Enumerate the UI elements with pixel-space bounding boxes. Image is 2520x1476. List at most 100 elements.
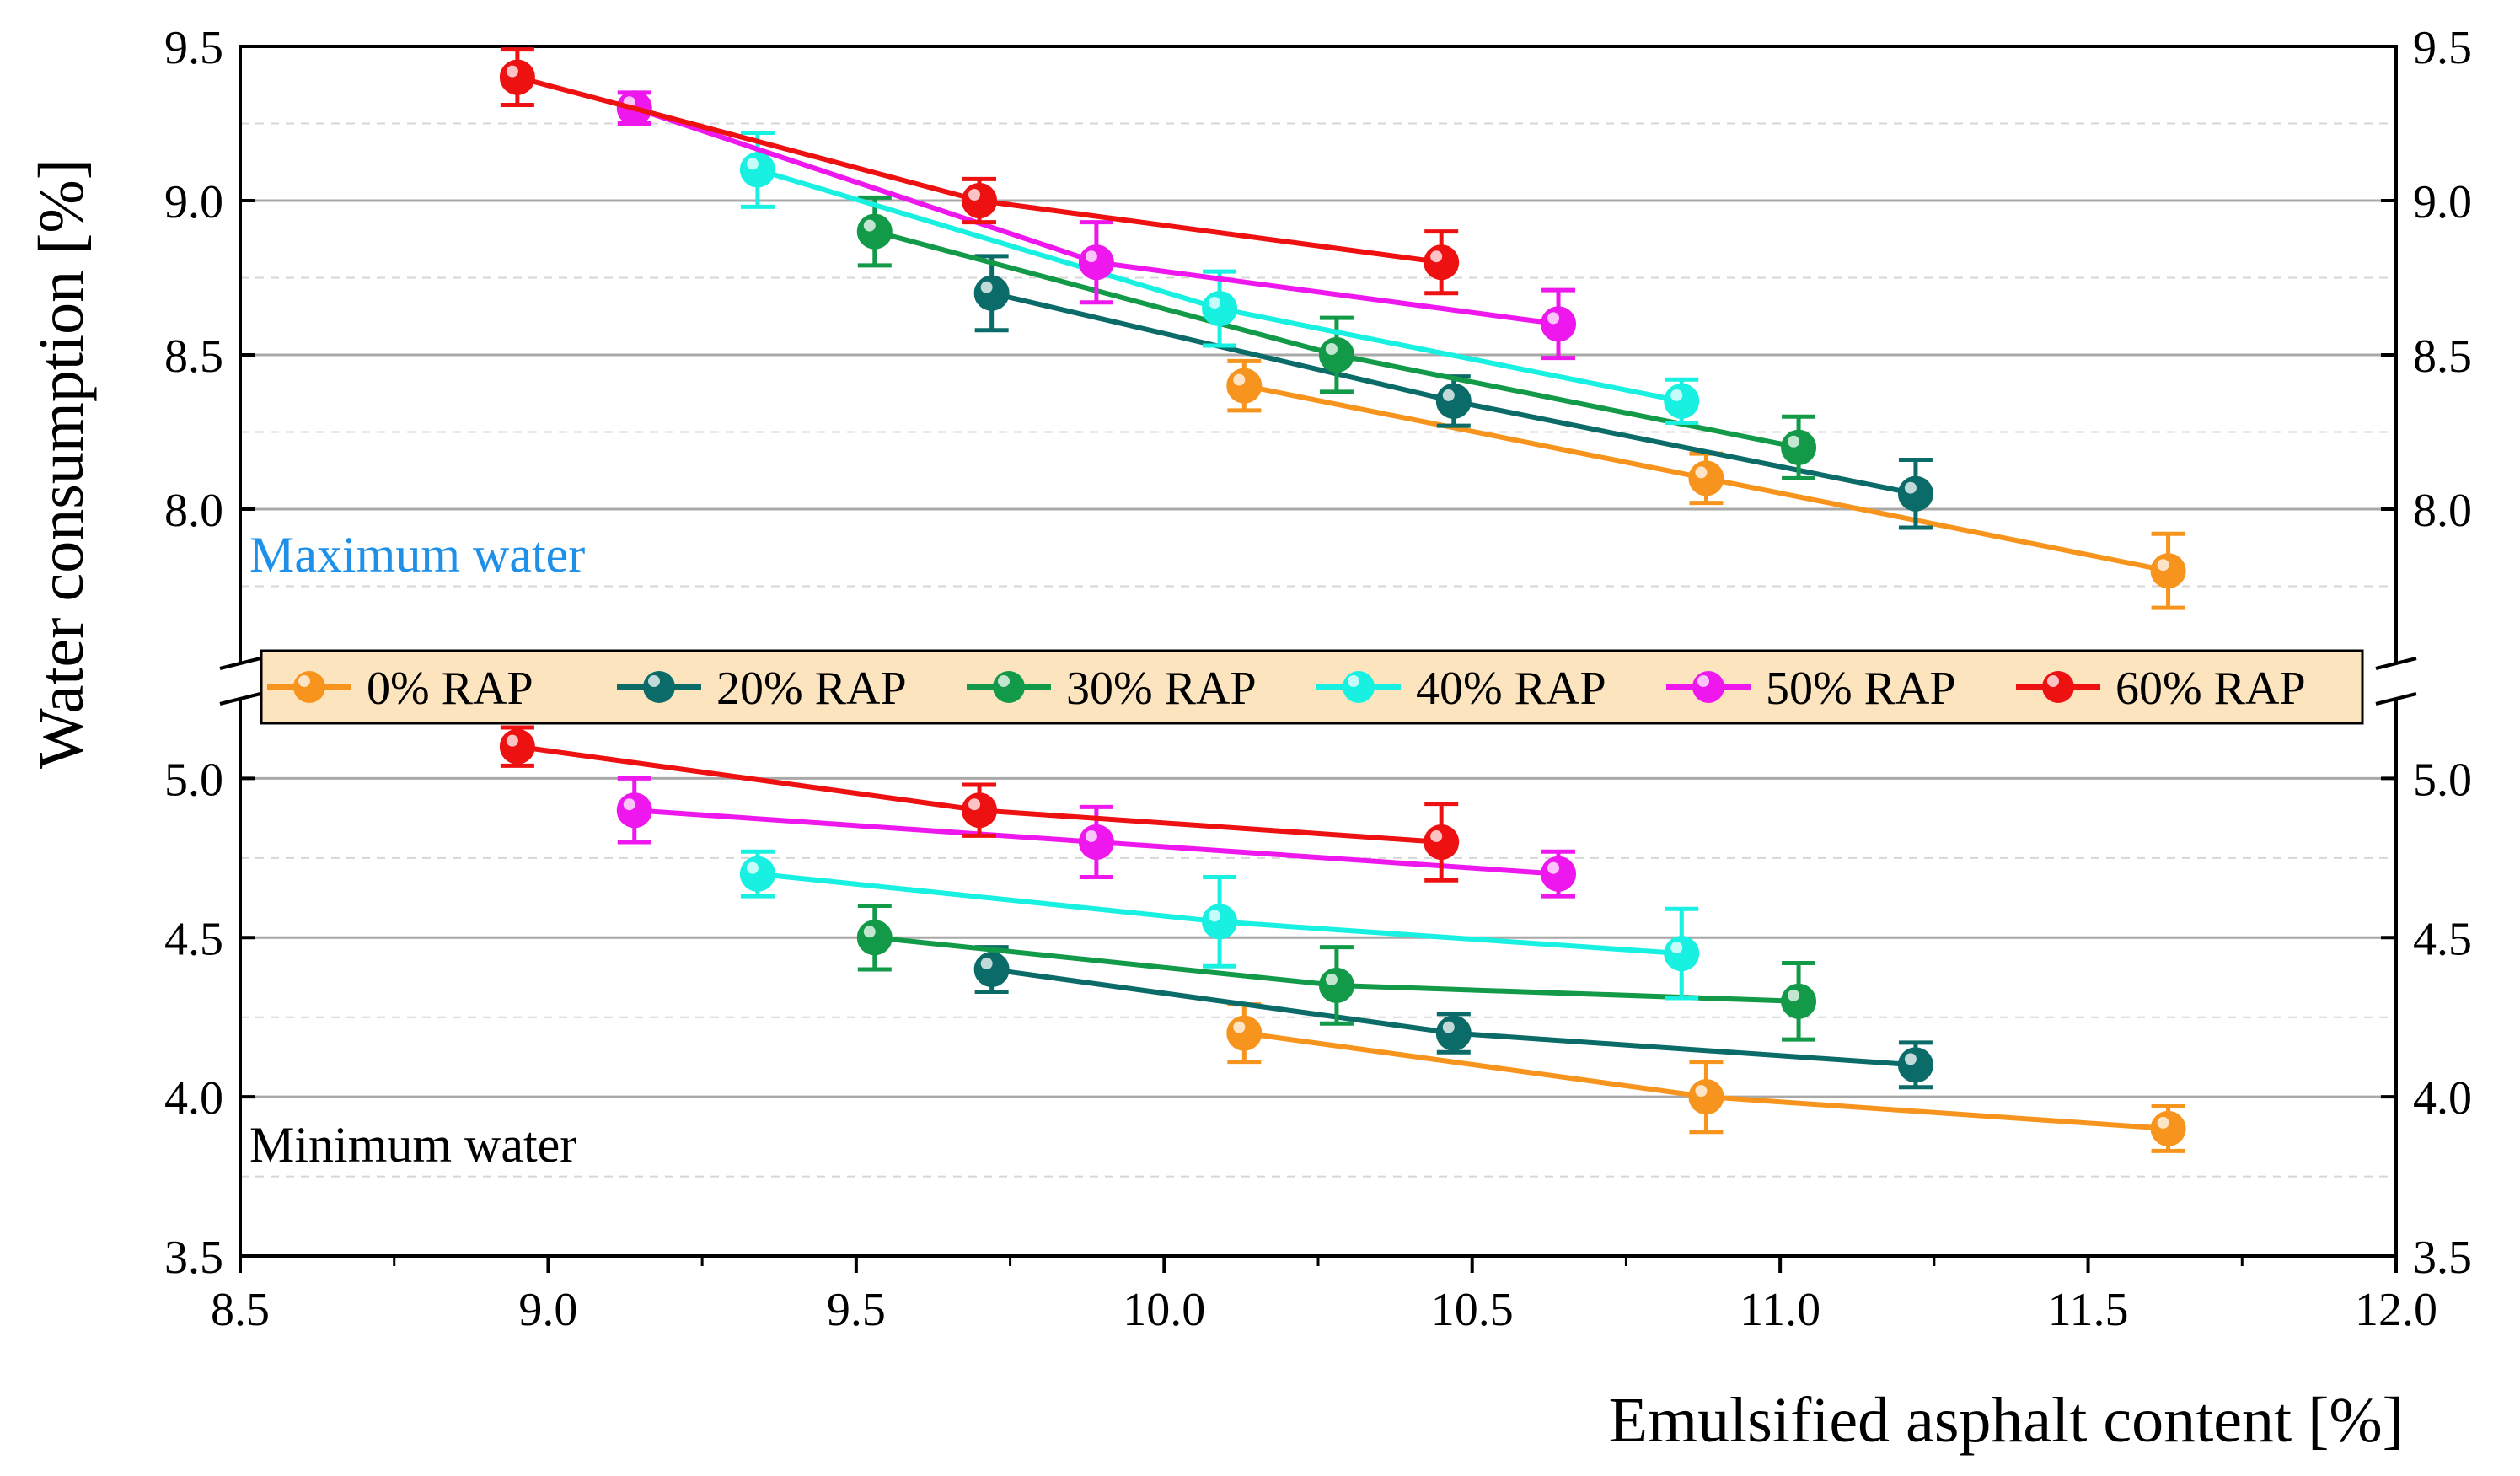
upper-data-point: [1226, 368, 1263, 404]
legend-marker: [643, 671, 675, 703]
upper-y-tick-label-right: 8.5: [2413, 330, 2472, 383]
data-point-highlight: [506, 65, 518, 78]
upper-data-point: [1318, 337, 1354, 373]
x-tick-label: 11.0: [1740, 1284, 1820, 1336]
legend-label: 30% RAP: [1066, 663, 1257, 715]
data-point-highlight: [1233, 373, 1246, 386]
axis-break-mark: [219, 657, 261, 670]
upper-data-point: [739, 152, 775, 188]
lower-data-point: [499, 728, 535, 765]
data-point-highlight: [1670, 389, 1683, 401]
upper-data-point: [1202, 291, 1238, 327]
legend-marker-highlight: [298, 675, 310, 687]
data-point-highlight: [1442, 389, 1455, 401]
upper-data-point: [1435, 383, 1472, 419]
lower-data-point: [1664, 936, 1700, 972]
legend-label: 40% RAP: [1416, 663, 1606, 715]
lower-y-tick-label: 3.5: [164, 1232, 223, 1284]
lower-y-tick-label-right: 5.0: [2413, 754, 2472, 806]
x-tick-label: 10.0: [1123, 1284, 1205, 1336]
upper-panel-annotation: Maximum water: [249, 527, 585, 582]
upper-data-point: [1781, 429, 1817, 465]
data-point-highlight: [968, 798, 981, 811]
lower-panel-annotation: Minimum water: [249, 1117, 576, 1173]
axes-layer: 8.0 8.0 8.5 8.5 9.0 9.0 9.5 9.5 3.5 3.5 4.0 4.0 4.5 4…: [164, 22, 2472, 1336]
data-point-highlight: [1547, 861, 1560, 874]
upper-data-point: [1897, 475, 1933, 512]
legend-marker-highlight: [648, 675, 660, 687]
lower-data-point: [2150, 1110, 2186, 1146]
lower-y-tick-label: 5.0: [164, 754, 223, 806]
data-point-highlight: [506, 734, 518, 747]
data-point-highlight: [1788, 435, 1800, 448]
upper-data-point: [2150, 553, 2186, 589]
data-point-highlight: [1233, 1021, 1246, 1033]
lower-data-point: [1781, 983, 1817, 1019]
x-tick-label: 9.5: [827, 1284, 886, 1336]
lower-data-point: [856, 920, 893, 956]
x-tick-label: 12.0: [2355, 1284, 2437, 1336]
x-tick-label: 8.5: [211, 1284, 270, 1336]
data-point-highlight: [1325, 973, 1338, 985]
data-point-highlight: [2157, 559, 2169, 572]
upper-y-tick-label: 8.0: [164, 485, 223, 537]
x-tick-label: 9.0: [518, 1284, 577, 1336]
upper-data-point: [1541, 306, 1577, 342]
upper-data-point: [1078, 244, 1114, 281]
lower-data-point: [1078, 824, 1114, 860]
lower-y-tick-label-right: 3.5: [2413, 1232, 2472, 1284]
upper-y-tick-label: 9.0: [164, 176, 223, 228]
data-point-highlight: [1325, 343, 1338, 355]
data-point-highlight: [1695, 466, 1708, 479]
lower-data-point: [1897, 1047, 1933, 1083]
lower-data-point: [616, 792, 652, 829]
data-point-highlight: [746, 861, 759, 874]
data-point-highlight: [1695, 1085, 1708, 1098]
data-point-highlight: [863, 219, 876, 232]
data-point-highlight: [863, 926, 876, 938]
lower-y-tick-label: 4.5: [164, 913, 223, 965]
data-point-highlight: [623, 798, 635, 811]
x-tick-label: 10.5: [1431, 1284, 1514, 1336]
legend-marker: [993, 671, 1025, 703]
data-point-highlight: [968, 189, 981, 201]
legend-marker: [2042, 671, 2074, 703]
axis-break-mark: [2375, 657, 2417, 670]
x-tick-label: 11.5: [2048, 1284, 2129, 1336]
legend-marker-highlight: [2047, 675, 2059, 687]
y-axis-label: Water consumption [%]: [26, 158, 97, 769]
data-point-highlight: [1085, 829, 1097, 842]
lower-data-point: [1424, 824, 1460, 860]
upper-data-point: [499, 59, 535, 95]
upper-data-point: [1424, 244, 1460, 281]
legend-label: 0% RAP: [367, 663, 533, 715]
upper-y-tick-label: 8.5: [164, 330, 223, 383]
upper-data-point: [1664, 383, 1700, 419]
upper-y-tick-label-right: 8.0: [2413, 485, 2472, 537]
data-point-highlight: [1670, 942, 1683, 954]
upper-y-tick-label-right: 9.0: [2413, 176, 2472, 228]
lower-data-point: [1318, 967, 1354, 1003]
axis-break-mark: [219, 692, 261, 706]
data-point-highlight: [1904, 481, 1917, 494]
data-point-highlight: [1430, 829, 1443, 842]
lower-data-point: [1541, 856, 1577, 892]
label-layer: Maximum water Minimum water Emulsified a…: [26, 158, 2404, 1456]
data-point-highlight: [1547, 312, 1560, 325]
lower-data-point: [739, 856, 775, 892]
legend-marker: [1692, 671, 1724, 703]
upper-data-point: [973, 275, 1010, 311]
upper-data-point: [856, 213, 893, 250]
lower-data-point: [973, 952, 1010, 988]
legend-label: 50% RAP: [1766, 663, 1956, 715]
data-point-highlight: [1209, 297, 1221, 309]
data-point-highlight: [1209, 910, 1221, 922]
x-axis-label: Emulsified asphalt content [%]: [1609, 1385, 2404, 1456]
legend-label: 20% RAP: [716, 663, 907, 715]
data-point-highlight: [1904, 1053, 1917, 1065]
data-point-highlight: [980, 958, 993, 970]
legend-marker: [293, 671, 325, 703]
data-point-highlight: [1085, 250, 1097, 263]
legend-box: [260, 649, 2364, 725]
